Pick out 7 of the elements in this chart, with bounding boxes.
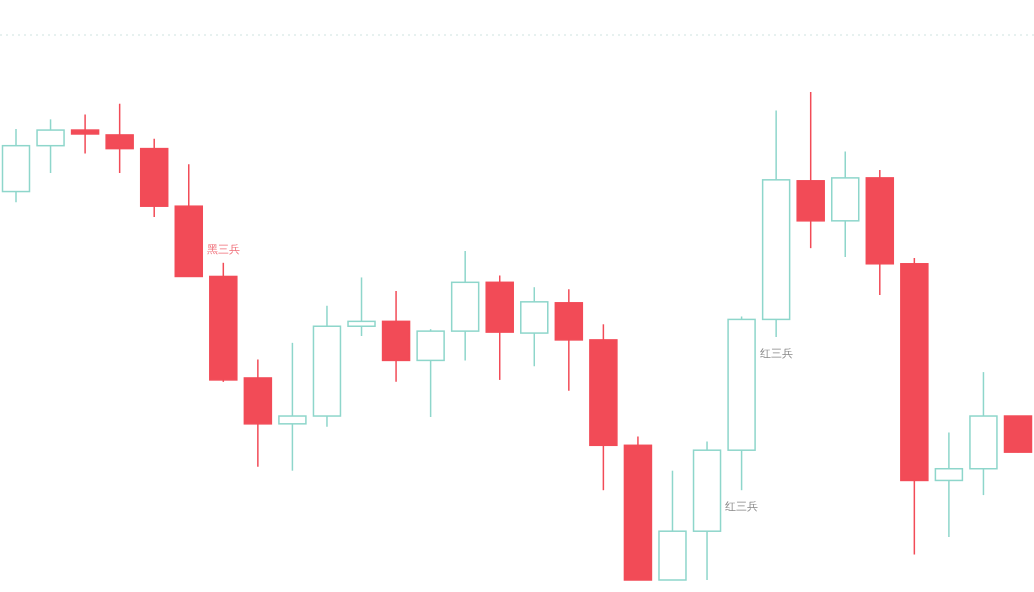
candlestick: [934, 431, 964, 538]
candlestick: [70, 113, 100, 155]
annotation: 黑三兵: [206, 242, 240, 256]
candlestick: [278, 342, 307, 472]
candlestick: [347, 276, 376, 337]
annotation: 红三兵: [725, 500, 759, 514]
annotation: 红三兵: [759, 347, 793, 360]
